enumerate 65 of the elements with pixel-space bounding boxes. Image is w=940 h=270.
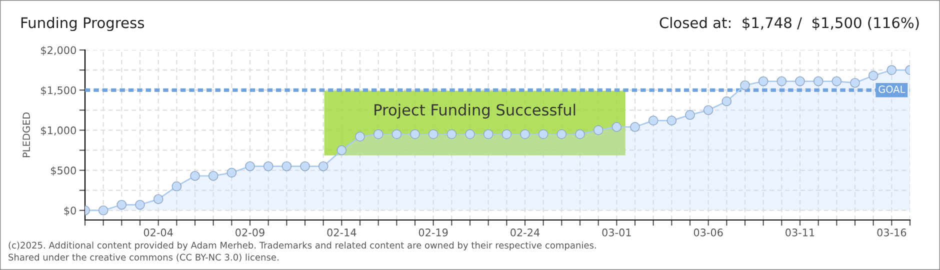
point xyxy=(520,129,530,140)
ref-line-label: GOAL xyxy=(878,86,906,93)
point xyxy=(428,129,438,140)
point xyxy=(318,161,328,172)
y-tick-label: $1,500 xyxy=(41,86,76,96)
point xyxy=(685,110,695,120)
point xyxy=(832,76,842,86)
point xyxy=(116,200,127,210)
point xyxy=(373,129,384,140)
chart-subtitle: Closed at: $1,748 / $1,500 (116%) xyxy=(660,16,919,30)
point xyxy=(593,125,604,136)
point xyxy=(612,122,622,132)
point xyxy=(282,161,292,172)
point xyxy=(172,181,182,192)
point xyxy=(502,129,512,140)
x-tick-label: 02-19 xyxy=(418,228,448,236)
point xyxy=(300,161,310,172)
point xyxy=(758,76,768,86)
x-tick-label: 02-24 xyxy=(510,228,540,236)
point xyxy=(245,161,255,172)
point xyxy=(795,76,805,86)
x-tick-label: 02-14 xyxy=(327,228,356,236)
point xyxy=(666,116,677,126)
point xyxy=(446,129,457,140)
point xyxy=(392,129,402,140)
point xyxy=(575,129,585,140)
y-axis-title: PLEDGED xyxy=(22,112,30,158)
y-tick-label: $2,000 xyxy=(41,46,76,56)
point xyxy=(813,76,824,86)
y-tick-label: $500 xyxy=(51,166,76,176)
point xyxy=(98,205,108,216)
point xyxy=(776,76,787,86)
y-tick-label: $1,000 xyxy=(41,126,76,136)
y-tick-label: $0 xyxy=(64,206,76,216)
x-tick-label: 03-16 xyxy=(877,228,906,236)
point xyxy=(648,116,658,126)
text: (c)2025. Additional content provided by Adam Merheb. Trademarks and related content are owned by their respective companies. xyxy=(8,242,596,250)
point xyxy=(630,122,640,132)
x-tick-label: 03-01 xyxy=(602,228,631,236)
point xyxy=(722,96,732,106)
text: Shared under the creative commons (CC BY-NC 3.0) license. xyxy=(8,254,278,262)
point xyxy=(868,70,878,81)
x-tick-label: 03-11 xyxy=(786,228,814,236)
point xyxy=(465,129,475,140)
point xyxy=(886,65,897,75)
point xyxy=(226,168,237,178)
point xyxy=(740,80,750,90)
point xyxy=(850,78,860,88)
point xyxy=(355,132,365,142)
point xyxy=(483,129,494,140)
point xyxy=(153,194,164,204)
point xyxy=(556,129,567,140)
x-tick-label: 02-04 xyxy=(144,228,173,236)
point xyxy=(190,170,200,181)
x-tick-label: 02-09 xyxy=(236,228,264,236)
point xyxy=(410,129,420,140)
x-tick-label: 03-06 xyxy=(694,228,723,236)
point xyxy=(336,145,347,156)
point xyxy=(135,200,145,210)
annotation: Project Funding Successful xyxy=(374,104,576,119)
chart-title: Funding Progress xyxy=(21,16,144,32)
point xyxy=(703,105,714,116)
point xyxy=(263,161,274,172)
point xyxy=(208,170,218,181)
point xyxy=(538,129,548,140)
